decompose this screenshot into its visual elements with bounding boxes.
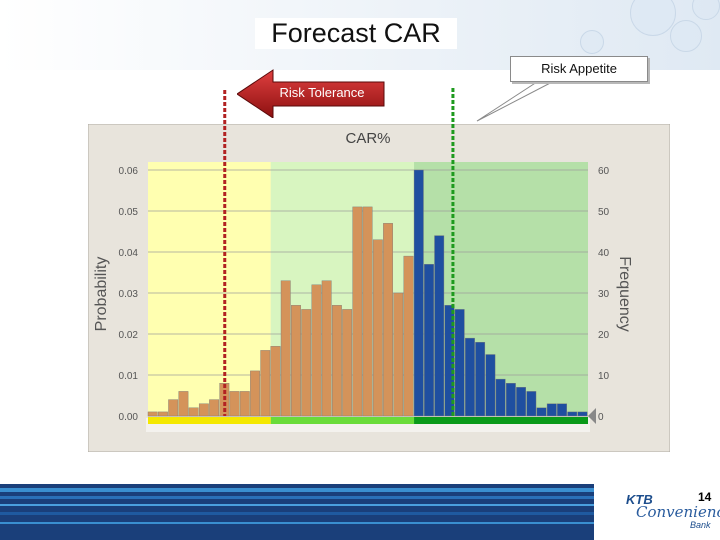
histogram-bar <box>291 305 301 417</box>
histogram-bar <box>413 169 424 417</box>
histogram-bar <box>239 391 250 417</box>
y-left-tick-label: 0.05 <box>119 207 139 218</box>
histogram-bar <box>352 206 363 417</box>
y-left-tick-label: 0.03 <box>119 289 139 300</box>
y-left-tick-label: 0.01 <box>119 371 139 382</box>
y-right-tick-label: 0 <box>598 412 604 423</box>
histogram-bar <box>424 264 434 417</box>
histogram-bar <box>331 305 342 417</box>
histogram-bar <box>301 309 312 417</box>
histogram-bar <box>311 284 322 417</box>
histogram-bar <box>557 403 567 417</box>
histogram-bar <box>383 223 393 417</box>
histogram-bar <box>372 239 383 417</box>
histogram-bar <box>516 387 526 417</box>
logo-ktb: KTB <box>626 492 653 507</box>
histogram-bar <box>403 255 414 417</box>
zone-strip-yellow <box>148 417 271 424</box>
histogram-bar <box>168 399 179 417</box>
y-right-tick-label: 10 <box>598 371 610 382</box>
risk-tolerance-label: Risk Tolerance <box>279 85 365 100</box>
y-right-tick-label: 40 <box>598 248 610 259</box>
y-left-tick-label: 0.06 <box>119 166 139 177</box>
zone-strip-green <box>414 417 588 424</box>
y-left-tick-label: 0.04 <box>119 248 139 259</box>
histogram-bar <box>280 280 291 417</box>
logo-bank: Bank <box>690 520 711 530</box>
y-axis-left-label: Probability <box>93 257 110 332</box>
histogram-bar <box>229 391 240 417</box>
histogram-bar <box>321 280 332 417</box>
histogram-bar <box>454 309 465 417</box>
y-left-tick-label: 0.02 <box>119 330 139 341</box>
risk-appetite-label: Risk Appetite <box>541 61 617 76</box>
histogram-bar <box>577 411 588 417</box>
decorative-bubbles <box>460 0 720 70</box>
risk-appetite-callout: Risk Appetite <box>510 56 648 82</box>
histogram-bar <box>342 309 353 417</box>
histogram-bar <box>147 411 158 417</box>
y-right-tick-label: 30 <box>598 289 610 300</box>
histogram-bar <box>526 391 537 417</box>
y-right-tick-label: 50 <box>598 207 610 218</box>
zone-strip-light-green <box>270 417 415 424</box>
histogram-bar <box>536 407 547 417</box>
y-right-tick-label: 20 <box>598 330 610 341</box>
histogram-bar <box>362 206 373 417</box>
chart-title: CAR% <box>345 130 390 147</box>
histogram-bar <box>188 407 199 417</box>
footer-band <box>0 484 720 540</box>
risk-tolerance-arrow: Risk Tolerance <box>237 68 385 118</box>
histogram-bar <box>546 403 557 417</box>
histogram-bar <box>475 341 486 417</box>
page-number: 14 <box>698 490 712 504</box>
histogram-bar <box>465 337 475 417</box>
histogram-bar <box>209 399 220 417</box>
header-band <box>0 0 720 70</box>
slide-title: Forecast CAR <box>0 18 720 49</box>
histogram-bar <box>250 370 260 417</box>
histogram-bar <box>158 411 168 417</box>
histogram-bar <box>198 403 209 417</box>
histogram-bar <box>567 411 578 417</box>
slider-handle-icon[interactable] <box>588 408 596 424</box>
y-axis-right-label: Frequency <box>616 256 633 332</box>
histogram-bar <box>485 354 496 417</box>
histogram-bar <box>260 350 271 417</box>
y-left-tick-label: 0.00 <box>119 412 139 423</box>
histogram-bar <box>434 235 445 417</box>
histogram-bar <box>178 391 189 417</box>
car-histogram-chart: 0.06 0.05 0.04 0.03 0.02 0.01 0.00 60 50 40 30 20 10… <box>88 124 670 452</box>
histogram-bar <box>270 346 281 417</box>
histogram-bar <box>495 378 506 417</box>
y-right-tick-label: 60 <box>598 166 610 177</box>
histogram-bar <box>393 292 404 417</box>
histogram-bar <box>505 383 516 417</box>
logo-convenience: Convenience <box>636 503 720 521</box>
